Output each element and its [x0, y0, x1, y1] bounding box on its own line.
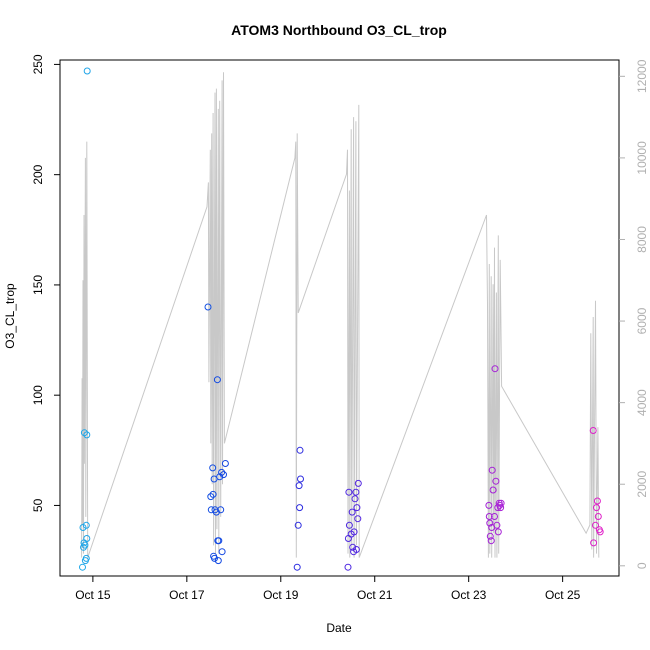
- data-point: [345, 488, 353, 496]
- y-tick-label: 250: [31, 54, 45, 74]
- data-point: [488, 466, 496, 474]
- data-point: [352, 546, 360, 553]
- x-tick-label: Oct 17: [169, 588, 205, 602]
- y-tick-label: 50: [31, 498, 45, 512]
- x-tick-label: Oct 25: [545, 588, 581, 602]
- data-point: [354, 515, 362, 523]
- data-point: [345, 521, 353, 529]
- data-point: [486, 519, 494, 527]
- data-point: [590, 539, 598, 547]
- data-point: [492, 477, 500, 485]
- altitude-line-layer: [81, 72, 600, 558]
- axes-layer: Oct 15 Oct 17 Oct 19 Oct 21 Oct 23 Oct 25 50 10…: [31, 54, 649, 602]
- y2-tick-label: 8000: [635, 226, 649, 253]
- y-axis-label: O3_CL_trop: [3, 283, 17, 349]
- y-tick-label: 100: [31, 385, 45, 405]
- data-point: [209, 490, 217, 498]
- data-point: [218, 548, 226, 556]
- data-point: [353, 504, 361, 512]
- data-point: [489, 486, 497, 494]
- data-point: [211, 554, 218, 562]
- data-point: [81, 541, 89, 549]
- data-point: [491, 513, 498, 520]
- data-point: [348, 508, 356, 516]
- data-point: [494, 528, 502, 536]
- data-point: [497, 504, 505, 512]
- x-tick-label: Oct 15: [75, 588, 111, 602]
- points-layer: [79, 67, 604, 571]
- data-point: [350, 528, 358, 536]
- y2-tick-label: 10000: [635, 141, 649, 175]
- data-point: [295, 482, 303, 490]
- y2-tick-label: 2000: [635, 471, 649, 498]
- data-point: [344, 563, 352, 571]
- data-point: [80, 429, 88, 437]
- data-point: [491, 365, 499, 373]
- data-point: [349, 543, 357, 551]
- data-point: [485, 501, 493, 509]
- data-point: [207, 493, 215, 501]
- chart-title: ATOM3 Northbound O3_CL_trop: [231, 22, 447, 38]
- data-point: [485, 513, 493, 520]
- x-tick-label: Oct 23: [451, 588, 487, 602]
- x-tick-label: Oct 21: [357, 588, 393, 602]
- x-axis-label: Date: [326, 621, 352, 635]
- data-point: [220, 471, 227, 479]
- data-point: [83, 431, 91, 439]
- data-point: [592, 521, 599, 529]
- data-point: [221, 460, 229, 467]
- data-point: [218, 468, 226, 476]
- data-point: [354, 479, 362, 487]
- data-point: [217, 506, 225, 514]
- data-point: [297, 475, 304, 483]
- data-point: [596, 528, 604, 536]
- data-point: [82, 521, 90, 529]
- data-point: [293, 563, 301, 571]
- plot-frame: [59, 59, 620, 577]
- data-point: [83, 67, 91, 75]
- data-point: [352, 488, 360, 496]
- data-point: [486, 532, 494, 540]
- data-point: [83, 535, 91, 542]
- data-point: [204, 303, 212, 311]
- y-tick-label: 200: [31, 164, 45, 184]
- y2-tick-label: 12000: [635, 59, 649, 93]
- data-point: [497, 499, 505, 507]
- x-tick-label: Oct 19: [263, 588, 299, 602]
- data-point: [215, 537, 223, 545]
- data-point: [494, 504, 502, 512]
- data-point: [594, 513, 602, 520]
- data-point: [214, 557, 222, 565]
- data-point: [296, 504, 304, 512]
- y2-tick-label: 0: [635, 562, 649, 569]
- y-tick-label: 150: [31, 275, 45, 295]
- y2-tick-label: 6000: [635, 307, 649, 334]
- data-point: [589, 427, 597, 434]
- data-point: [493, 521, 501, 529]
- data-point: [593, 497, 601, 505]
- data-point: [294, 521, 302, 529]
- data-point: [79, 563, 86, 571]
- data-point: [593, 504, 600, 512]
- data-point: [209, 464, 217, 472]
- altitude-line: [81, 72, 600, 558]
- data-point: [213, 376, 221, 384]
- y2-tick-label: 4000: [635, 389, 649, 416]
- data-point: [216, 473, 224, 481]
- data-point: [296, 446, 304, 454]
- data-point: [487, 537, 495, 545]
- data-point: [351, 495, 359, 503]
- data-point: [82, 554, 90, 562]
